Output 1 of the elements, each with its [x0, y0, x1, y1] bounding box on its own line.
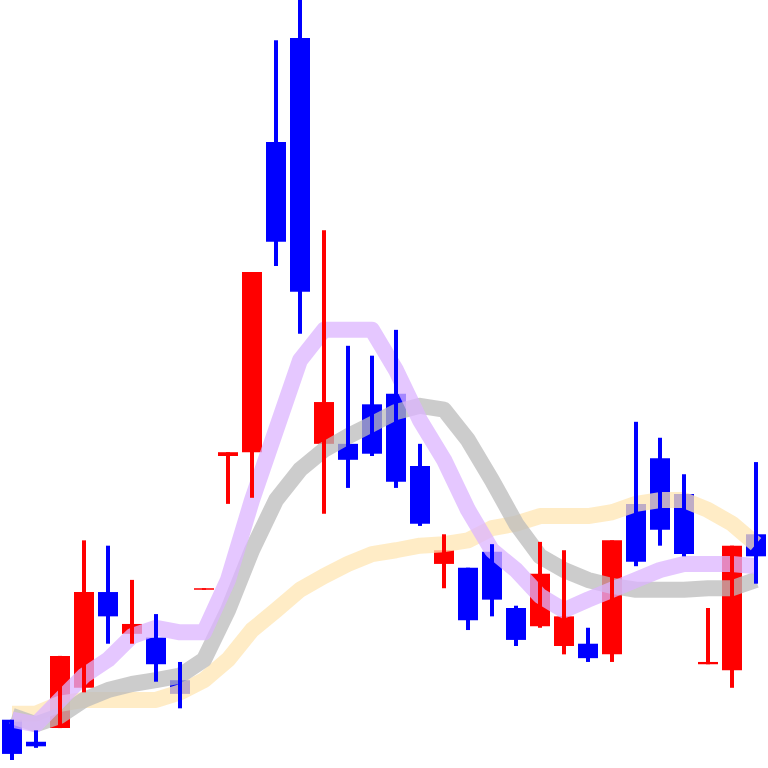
candlestick — [194, 586, 214, 592]
